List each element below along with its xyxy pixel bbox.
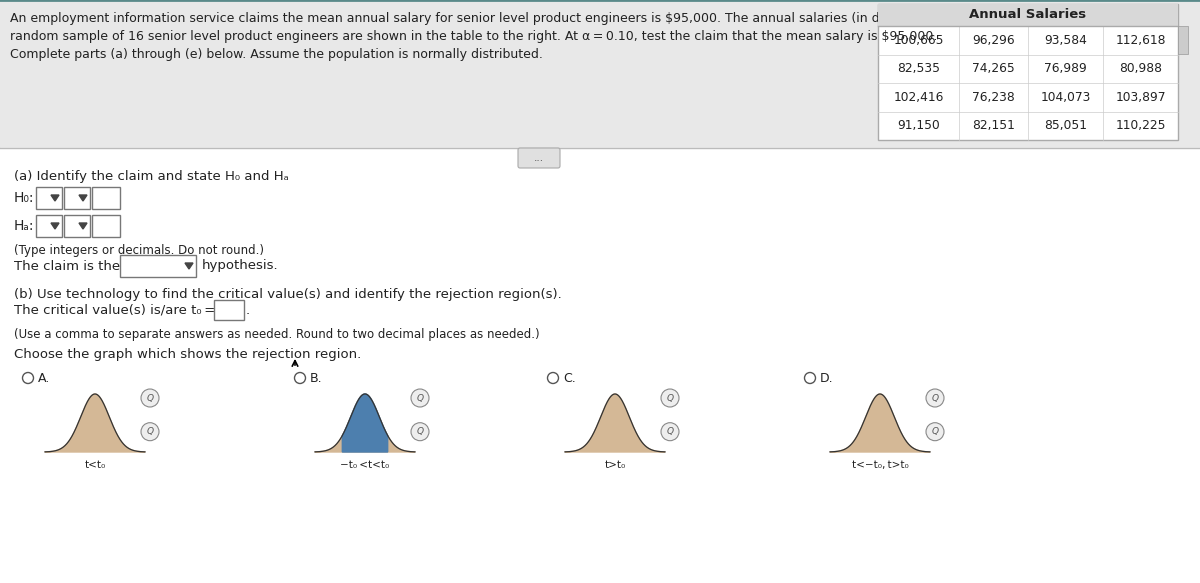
Polygon shape	[830, 394, 930, 452]
Bar	[0, 0, 1200, 148]
Circle shape	[410, 423, 430, 441]
Bar	[1178, 26, 1188, 54]
Text: Q: Q	[666, 427, 673, 436]
Text: C.: C.	[563, 371, 576, 385]
Text: (Type integers or decimals. Do not round.): (Type integers or decimals. Do not round…	[14, 244, 264, 257]
Text: (b) Use technology to find the critical value(s) and identify the rejection regi: (b) Use technology to find the critical …	[14, 288, 562, 301]
Circle shape	[804, 373, 816, 384]
Text: 110,225: 110,225	[1115, 120, 1165, 132]
Text: hypothesis.: hypothesis.	[202, 259, 278, 272]
Text: Q: Q	[931, 427, 938, 436]
Text: t<t₀: t<t₀	[84, 460, 106, 470]
Bar	[64, 187, 90, 209]
Bar	[36, 187, 62, 209]
Text: 103,897: 103,897	[1115, 91, 1165, 104]
Circle shape	[661, 423, 679, 441]
Bar	[878, 4, 1178, 26]
Text: 100,665: 100,665	[893, 34, 943, 47]
Circle shape	[142, 389, 158, 407]
FancyBboxPatch shape	[518, 148, 560, 168]
Text: random sample of 16 senior level product engineers are shown in the table to the: random sample of 16 senior level product…	[10, 30, 937, 43]
Bar	[36, 215, 62, 237]
Circle shape	[661, 389, 679, 407]
Circle shape	[926, 389, 944, 407]
Bar	[120, 255, 196, 277]
Text: 102,416: 102,416	[893, 91, 943, 104]
Polygon shape	[342, 394, 388, 452]
Text: The critical value(s) is/are t₀ =: The critical value(s) is/are t₀ =	[14, 304, 215, 317]
Text: 112,618: 112,618	[1115, 34, 1165, 47]
Text: Q: Q	[666, 394, 673, 402]
Text: −t₀ <t<t₀: −t₀ <t<t₀	[341, 460, 390, 470]
Text: A.: A.	[38, 371, 50, 385]
Text: Annual Salaries: Annual Salaries	[970, 9, 1086, 22]
Text: 74,265: 74,265	[972, 62, 1015, 75]
Text: .: .	[246, 304, 250, 317]
Text: 85,051: 85,051	[1044, 120, 1087, 132]
Text: 96,296: 96,296	[972, 34, 1015, 47]
Circle shape	[23, 373, 34, 384]
Text: t<−t₀, t>t₀: t<−t₀, t>t₀	[852, 460, 908, 470]
Circle shape	[547, 373, 558, 384]
Bar	[878, 4, 1178, 140]
Text: 82,535: 82,535	[898, 62, 940, 75]
Circle shape	[142, 423, 158, 441]
Polygon shape	[565, 394, 665, 452]
Bar	[64, 215, 90, 237]
Text: (a) Identify the claim and state H₀ and Hₐ: (a) Identify the claim and state H₀ and …	[14, 170, 289, 183]
Polygon shape	[314, 394, 415, 452]
Text: Hₐ:: Hₐ:	[14, 219, 35, 233]
Bar	[0, 148, 1200, 583]
Polygon shape	[50, 223, 59, 229]
Polygon shape	[79, 195, 88, 201]
Bar	[214, 300, 244, 320]
Circle shape	[294, 373, 306, 384]
Polygon shape	[46, 394, 145, 452]
Text: 104,073: 104,073	[1040, 91, 1091, 104]
Text: (Use a comma to separate answers as needed. Round to two decimal places as neede: (Use a comma to separate answers as need…	[14, 328, 540, 341]
Text: 80,988: 80,988	[1120, 62, 1162, 75]
Text: 82,151: 82,151	[972, 120, 1015, 132]
Text: An employment information service claims the mean annual salary for senior level: An employment information service claims…	[10, 12, 952, 25]
Bar	[92, 215, 120, 237]
Text: Q: Q	[146, 394, 154, 402]
Polygon shape	[185, 263, 193, 269]
Text: 91,150: 91,150	[898, 120, 940, 132]
Text: Q: Q	[416, 394, 424, 402]
Text: H₀:: H₀:	[14, 191, 35, 205]
Text: The claim is the: The claim is the	[14, 259, 120, 272]
Text: Q: Q	[931, 394, 938, 402]
Text: Q: Q	[416, 427, 424, 436]
Text: D.: D.	[820, 371, 834, 385]
Polygon shape	[50, 195, 59, 201]
Text: B.: B.	[310, 371, 323, 385]
Text: 76,238: 76,238	[972, 91, 1015, 104]
Bar	[92, 187, 120, 209]
Text: Complete parts (a) through (e) below. Assume the population is normally distribu: Complete parts (a) through (e) below. As…	[10, 48, 542, 61]
Circle shape	[926, 423, 944, 441]
Text: Q: Q	[146, 427, 154, 436]
Text: ...: ...	[534, 153, 544, 163]
Text: 93,584: 93,584	[1044, 34, 1087, 47]
Text: t>t₀: t>t₀	[605, 460, 625, 470]
Circle shape	[410, 389, 430, 407]
Polygon shape	[79, 223, 88, 229]
Text: 76,989: 76,989	[1044, 62, 1087, 75]
Text: Choose the graph which shows the rejection region.: Choose the graph which shows the rejecti…	[14, 348, 361, 361]
